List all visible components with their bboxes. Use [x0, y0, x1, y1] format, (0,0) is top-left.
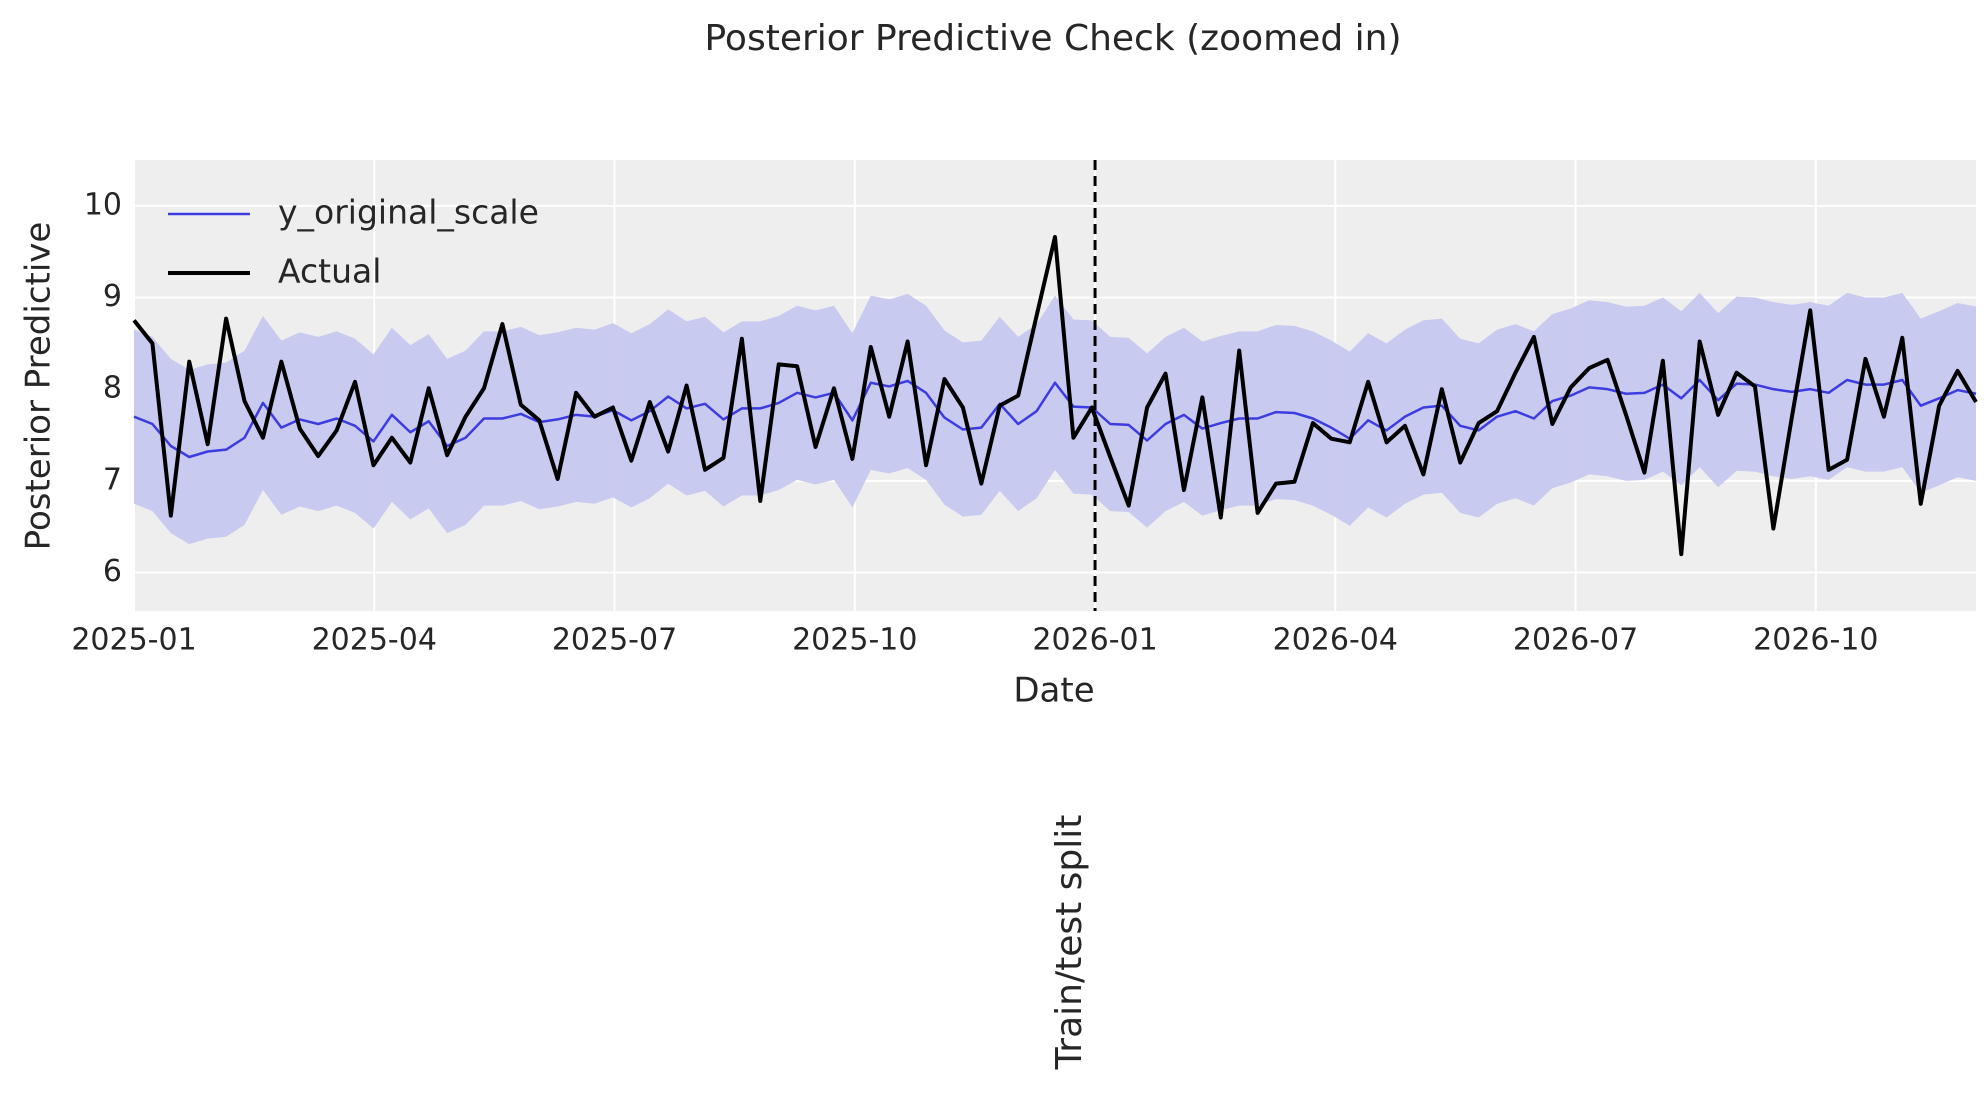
x-tick-label: 2025-04	[312, 623, 437, 658]
x-tick-label: 2025-07	[552, 623, 677, 658]
x-tick-label: 2025-01	[71, 623, 196, 658]
split-label: Train/test split	[1049, 815, 1090, 1071]
legend-label: Actual	[278, 252, 381, 291]
series-line	[132, 235, 1978, 557]
y-tick-label: 9	[103, 279, 122, 314]
x-tick-label: 2025-10	[792, 623, 917, 658]
y-tick-label: 7	[103, 462, 122, 497]
y-tick-label: 6	[103, 554, 122, 589]
y-tick-label: 10	[84, 187, 122, 222]
x-tick-label: 2026-01	[1032, 623, 1157, 658]
x-axis-label: Date	[1013, 671, 1094, 711]
x-tick-label: 2026-04	[1273, 623, 1398, 658]
x-tick-label: 2026-10	[1753, 623, 1878, 658]
chart-title: Posterior Predictive Check (zoomed in)	[705, 18, 1402, 59]
x-tick-label: 2026-07	[1513, 623, 1638, 658]
legend-label: y_original_scale	[278, 193, 539, 232]
y-tick-label: 8	[103, 371, 122, 406]
y-axis-label: Posterior Predictive	[19, 222, 59, 551]
credible-band	[134, 292, 1976, 545]
